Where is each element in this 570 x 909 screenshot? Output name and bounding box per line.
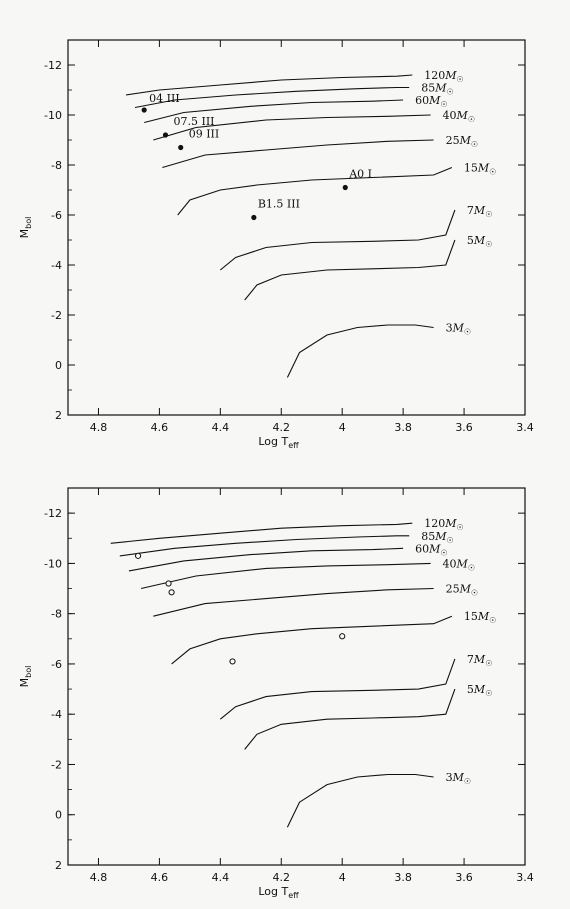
x-axis-label: Log Teff [258, 435, 299, 450]
x-tick-label: 4.4 [212, 871, 230, 884]
star-point [141, 107, 147, 113]
y-tick-label: 2 [55, 409, 62, 422]
track-label-60: 60M☉ [415, 542, 447, 557]
plot-frame [67, 39, 526, 416]
track-line-15 [177, 166, 453, 216]
track-line-7 [219, 658, 456, 720]
y-tick-label: -8 [51, 159, 62, 172]
track-line-120 [125, 74, 413, 96]
y-tick-label: -4 [51, 708, 62, 721]
track-line-60 [128, 547, 404, 572]
track-label-85: 85M☉ [421, 530, 453, 545]
y-tick-label: -2 [51, 309, 62, 322]
star-label: 04 III [149, 92, 180, 105]
track-line-3 [286, 324, 434, 378]
open-marker [134, 552, 142, 559]
track-label-7: 7M☉ [467, 204, 492, 219]
star-point [342, 184, 348, 191]
open-marker [168, 589, 175, 596]
x-tick-label: 4.2 [273, 871, 291, 884]
track-label-25: 25M☉ [446, 134, 478, 149]
track-line-5 [244, 239, 456, 301]
star-label: 09 III [189, 128, 220, 141]
y-tick-label: -10 [44, 109, 62, 122]
chart-panel-2: 4.8 4.6 4.4 4.2 4 3.8 3.6 3.4 -12 -10 -8 -6 -4 -2 0 2 Lo… [18, 487, 534, 900]
x-tick-label: 4.6 [151, 871, 169, 884]
track-label-120: 120M☉ [424, 517, 463, 532]
x-tick-label: 4 [339, 421, 346, 434]
track-line-40 [140, 562, 431, 590]
track-line-40 [153, 114, 431, 141]
y-tick-label: 2 [55, 859, 62, 872]
y-tick-label: -12 [44, 507, 62, 520]
track-label-3: 3M☉ [446, 322, 471, 337]
x-tick-label: 3.4 [516, 871, 534, 884]
track-label-60: 60M☉ [415, 94, 447, 109]
track-label-15: 15M☉ [464, 610, 496, 625]
chart-panel-1: 4.8 4.6 4.4 4.2 4 3.8 3.6 3.4 -12 -10 -8 -6 -4 -2 0 2 Lo… [18, 39, 534, 450]
y-tick-label: 0 [55, 809, 62, 822]
track-label-3: 3M☉ [446, 771, 471, 786]
track-line-5 [244, 688, 456, 750]
track-label-15: 15M☉ [464, 162, 496, 177]
track-label-40: 40M☉ [443, 109, 475, 124]
x-tick-label: 3.4 [516, 421, 534, 434]
y-axis-label-sub: bol [24, 666, 33, 678]
y-tick-label: -8 [51, 608, 62, 621]
plot-frame [67, 487, 526, 866]
x-tick-label: 4.2 [273, 421, 291, 434]
y-tick-label: -2 [51, 758, 62, 771]
track-line-25 [153, 587, 434, 617]
y-axis-label-sub: bol [24, 217, 33, 229]
track-line-85 [134, 86, 410, 109]
track-label-7: 7M☉ [467, 653, 492, 668]
track-line-7 [219, 209, 456, 271]
y-tick-label: -10 [44, 557, 62, 570]
x-axis-label-sub: eff [288, 441, 299, 450]
x-axis-label: Log Teff [258, 885, 299, 900]
track-label-120: 120M☉ [424, 69, 463, 84]
star-label: B1.5 III [258, 198, 300, 211]
star-label: A0 I [348, 168, 372, 181]
track-label-5: 5M☉ [467, 683, 492, 698]
x-tick-label: 4.8 [90, 421, 108, 434]
track-line-25 [162, 139, 434, 169]
track-line-3 [286, 773, 434, 828]
y-axis-label: Mbol [18, 217, 33, 239]
track-line-15 [171, 615, 453, 665]
track-label-40: 40M☉ [443, 557, 475, 572]
y-tick-label: 0 [55, 359, 62, 372]
x-tick-label: 4.4 [212, 421, 230, 434]
open-marker [339, 633, 346, 640]
track-line-60 [144, 99, 404, 124]
x-tick-label: 3.8 [394, 421, 412, 434]
track-line-120 [110, 522, 413, 544]
x-axis-label-sub: eff [288, 891, 299, 900]
track-label-5: 5M☉ [467, 234, 492, 249]
star-point [162, 132, 169, 138]
open-marker [165, 580, 172, 587]
x-tick-label: 4.6 [151, 421, 169, 434]
y-tick-label: -4 [51, 259, 62, 272]
y-tick-label: -6 [51, 209, 62, 222]
x-tick-label: 4 [339, 871, 346, 884]
open-marker [229, 658, 236, 665]
x-tick-label: 3.8 [394, 871, 412, 884]
x-tick-label: 3.6 [455, 871, 473, 884]
x-tick-label: 4.8 [90, 871, 108, 884]
y-tick-label: -6 [51, 658, 62, 671]
star-label: 07.5 III [173, 115, 214, 128]
y-tick-label: -12 [44, 59, 62, 72]
y-axis-label: Mbol [18, 666, 33, 688]
x-tick-label: 3.6 [455, 421, 473, 434]
track-line-85 [119, 535, 410, 557]
track-label-85: 85M☉ [421, 82, 453, 97]
star-point [251, 214, 257, 221]
track-label-25: 25M☉ [446, 583, 478, 598]
star-point [178, 144, 184, 151]
